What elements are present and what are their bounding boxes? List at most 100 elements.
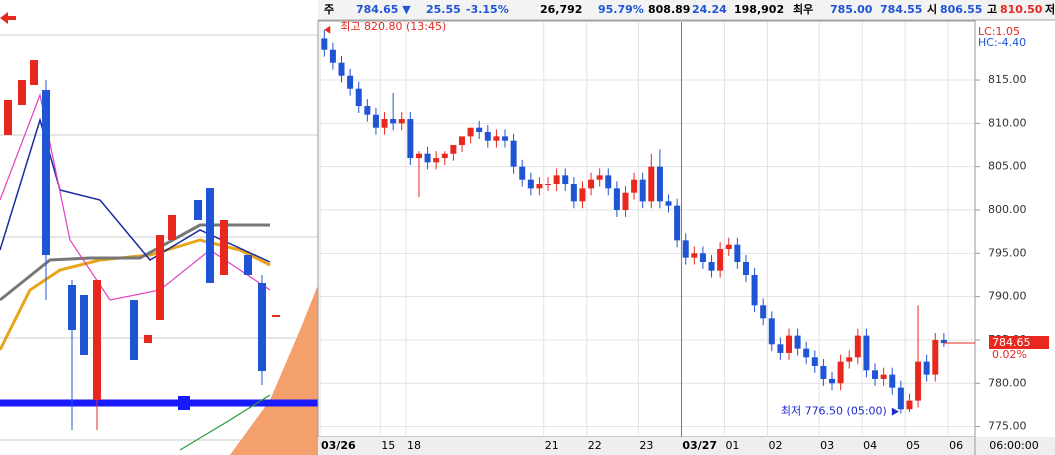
candle-body <box>768 318 775 345</box>
candle-body <box>863 335 870 371</box>
candle-body <box>923 361 930 375</box>
header-field: 시 <box>927 3 937 16</box>
candle-body <box>596 175 603 180</box>
candle-body <box>760 305 767 319</box>
low-arrow <box>891 407 899 416</box>
x-tick-label: 01 <box>725 439 739 452</box>
candle-body <box>372 114 379 128</box>
header-field: 25.55 <box>426 3 461 16</box>
candle-body <box>854 335 861 358</box>
candle-body <box>502 136 509 141</box>
candle-body <box>329 49 336 63</box>
x-tick-label: 23 <box>639 439 653 452</box>
candle-body <box>519 166 526 180</box>
candle-body <box>579 188 586 202</box>
candle-body <box>932 339 939 375</box>
header-field: 저 <box>1045 2 1055 16</box>
x-tick-label: 21 <box>545 439 559 452</box>
header-field: 784.55 <box>880 3 922 16</box>
high-arrow <box>324 25 331 34</box>
header-field: 95.79% <box>598 3 644 16</box>
candle-body <box>699 253 706 262</box>
candle-body <box>811 357 818 366</box>
candle-body <box>639 179 646 202</box>
candle-body <box>536 184 543 189</box>
left-candles <box>0 12 280 430</box>
x-tick-label: 03 <box>820 439 834 452</box>
candle-body <box>794 335 801 349</box>
candle-body <box>940 339 947 343</box>
header-field: 810.50 <box>1000 3 1043 16</box>
price-tag-label: 784.65 <box>992 336 1031 349</box>
candle-body <box>450 145 457 154</box>
candle-body <box>441 153 448 159</box>
header-field: -3.15% <box>466 3 509 16</box>
candle-body <box>570 184 577 202</box>
candle-body <box>880 374 887 379</box>
candle-body <box>872 370 879 379</box>
candle-body <box>665 201 672 206</box>
candle-body <box>725 244 732 249</box>
candle-body <box>527 179 534 189</box>
hc-label: HC:-4.40 <box>978 36 1026 49</box>
candle-body <box>717 248 724 271</box>
header-field: 808.89 <box>648 3 690 16</box>
price-tag <box>989 335 1049 349</box>
candle-body <box>407 119 414 159</box>
low-annotation: 최저 776.50 (05:00) <box>781 405 887 418</box>
high-annotation: 최고 820.80 (13:45) <box>340 20 446 33</box>
candle-body <box>398 119 405 124</box>
x-tick-label: 03/26 <box>321 439 356 452</box>
y-tick-label: 800.00 <box>988 203 1027 216</box>
header-field: 26,792 <box>540 3 582 16</box>
x-axis-bar <box>318 437 1055 455</box>
x-tick-label: 03/27 <box>682 439 717 452</box>
y-tick-label: 815.00 <box>988 73 1027 86</box>
candle-body <box>338 62 345 76</box>
x-tick-label: 15 <box>381 439 395 452</box>
candle-body <box>631 179 638 193</box>
y-tick-label: 775.00 <box>988 420 1027 433</box>
price-change-label: 0.02% <box>992 348 1027 361</box>
candle-body <box>897 387 904 410</box>
candle-body <box>742 261 749 275</box>
candle-body <box>803 348 810 358</box>
x-tick-label: 05 <box>906 439 920 452</box>
candle-body <box>846 357 853 362</box>
candle-body <box>415 153 422 159</box>
candle-body <box>381 119 388 128</box>
y-tick-label: 780.00 <box>988 376 1027 389</box>
candle-body <box>613 188 620 211</box>
header-field: 806.55 <box>940 3 982 16</box>
candle-body <box>484 132 491 141</box>
x-tick-label: 18 <box>407 439 421 452</box>
y-tick-label: 795.00 <box>988 246 1027 259</box>
candle-body <box>691 253 698 258</box>
candle-body <box>458 136 465 146</box>
candle-body <box>829 378 836 384</box>
candle-body <box>915 361 922 401</box>
candle-body <box>321 38 328 50</box>
candle-body <box>390 119 397 124</box>
header-field: 198,902 <box>734 3 784 16</box>
candle-body <box>837 361 844 384</box>
candle-body <box>588 179 595 189</box>
candle-body <box>889 374 896 388</box>
y-tick-label: 810.00 <box>988 116 1027 129</box>
candle-body <box>751 274 758 306</box>
candle-body <box>708 261 715 271</box>
candle-body <box>476 127 483 133</box>
candle-body <box>424 153 431 163</box>
x-tick-label: 04 <box>863 439 877 452</box>
candle-body <box>622 192 629 211</box>
candle-body <box>605 175 612 189</box>
x-tick-label: 06 <box>949 439 963 452</box>
lc-label: LC:1.05 <box>978 25 1020 38</box>
candle-body <box>674 205 681 241</box>
candle-body <box>777 344 784 353</box>
candle-body <box>785 335 792 353</box>
header-field: 고 <box>987 3 997 16</box>
header-bar <box>318 0 1055 20</box>
candle-body <box>493 136 500 141</box>
header-fields: 주 784.65 ▼ 25.55 -3.15% 26,792 95.79% 80… <box>324 2 1055 16</box>
